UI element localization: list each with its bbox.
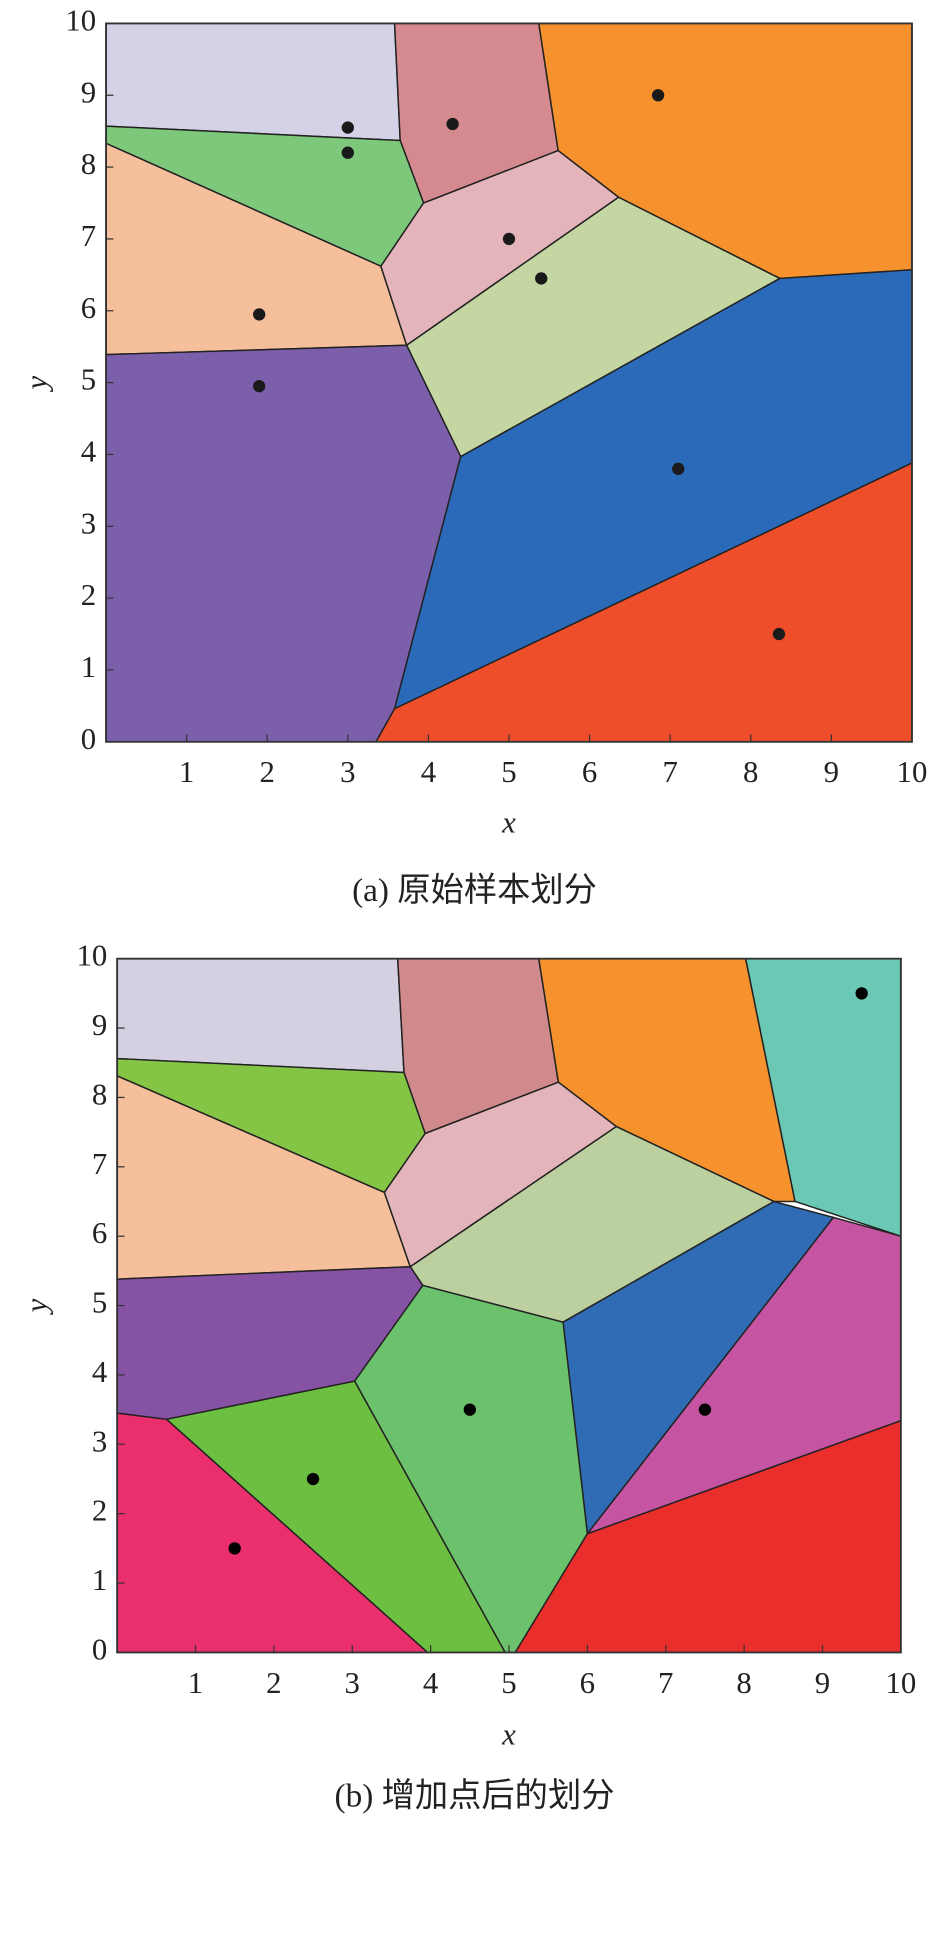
y-tick-label: 3 <box>92 1424 107 1458</box>
sample-point <box>446 117 459 131</box>
x-tick-label: 2 <box>260 755 275 789</box>
sample-point <box>535 272 548 285</box>
x-tick-label: 3 <box>345 1666 360 1700</box>
y-tick-label: 0 <box>92 1632 107 1666</box>
y-tick-label: 7 <box>92 1147 107 1181</box>
x-tick-label: 1 <box>188 1666 203 1700</box>
y-tick-label: 9 <box>81 75 96 109</box>
y-axis-label: y <box>20 1298 54 1315</box>
y-tick-label: 0 <box>81 722 96 756</box>
sample-point <box>651 89 665 102</box>
x-tick-label: 9 <box>815 1666 830 1700</box>
y-tick-label: 3 <box>81 506 96 540</box>
y-tick-label: 6 <box>92 1216 107 1250</box>
y-tick-label: 10 <box>76 939 107 973</box>
sample-point <box>502 232 516 246</box>
x-tick-label: 4 <box>421 755 436 789</box>
voronoi-cell <box>380 149 620 347</box>
y-tick-label: 4 <box>92 1355 107 1389</box>
sample-point <box>341 146 354 159</box>
sample-point <box>855 987 868 1000</box>
x-axis-label: x <box>501 1718 516 1752</box>
voronoi-cell <box>116 957 405 1074</box>
x-axis-label: x <box>501 806 516 840</box>
x-tick-label: 6 <box>582 755 597 789</box>
x-tick-label: 8 <box>736 1666 751 1700</box>
sample-point <box>306 1472 320 1486</box>
y-tick-label: 4 <box>81 435 96 469</box>
x-tick-label: 5 <box>501 755 516 789</box>
y-tick-label: 6 <box>81 291 96 325</box>
voronoi-cell <box>383 1081 618 1268</box>
sample-point <box>228 1542 241 1555</box>
y-tick-label: 1 <box>92 1563 107 1597</box>
sample-point <box>253 380 266 393</box>
x-tick-label: 3 <box>340 755 355 789</box>
x-tick-label: 7 <box>658 1666 673 1700</box>
sample-point <box>672 462 685 475</box>
y-tick-label: 5 <box>92 1286 107 1320</box>
y-tick-label: 5 <box>81 363 96 397</box>
x-tick-label: 2 <box>266 1666 281 1700</box>
y-tick-label: 10 <box>65 3 96 37</box>
y-tick-label: 2 <box>81 578 96 612</box>
x-tick-label: 5 <box>501 1666 516 1700</box>
x-tick-label: 10 <box>897 755 928 789</box>
x-tick-label: 10 <box>885 1666 916 1700</box>
x-tick-label: 1 <box>179 755 194 789</box>
sample-point <box>772 627 786 641</box>
x-tick-label: 4 <box>423 1666 438 1700</box>
x-tick-label: 6 <box>580 1666 595 1700</box>
y-tick-label: 7 <box>81 219 96 253</box>
y-tick-label: 2 <box>92 1494 107 1528</box>
y-tick-label: 9 <box>92 1008 107 1042</box>
sample-point <box>463 1403 476 1416</box>
y-axis-label: y <box>20 375 54 392</box>
y-tick-label: 8 <box>92 1077 107 1111</box>
caption: (a) 原始样本划分 <box>352 872 597 909</box>
y-tick-label: 8 <box>81 147 96 181</box>
sample-point <box>341 121 354 134</box>
caption: (b) 增加点后的划分 <box>335 1778 615 1815</box>
y-tick-label: 1 <box>81 650 96 684</box>
voronoi-cell <box>105 22 401 142</box>
x-tick-label: 8 <box>743 755 758 789</box>
x-tick-label: 7 <box>662 755 677 789</box>
x-tick-label: 9 <box>824 755 839 789</box>
sample-point <box>253 308 266 321</box>
sample-point <box>698 1403 712 1416</box>
